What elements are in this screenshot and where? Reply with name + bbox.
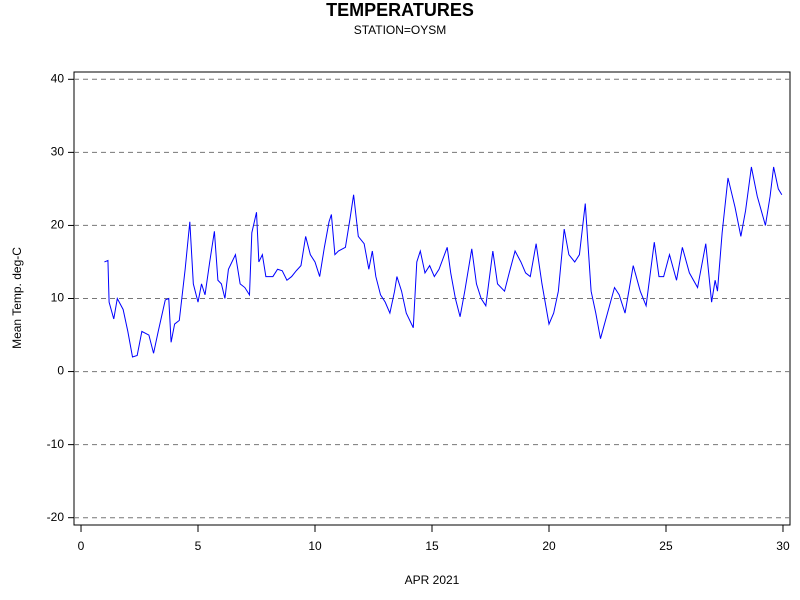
y-tick-label: 30 [51,145,65,159]
x-tick-label: 5 [195,539,202,553]
y-tick-label: 0 [57,364,64,378]
y-tick-label: -10 [47,437,65,451]
y-tick-label: -20 [47,510,65,524]
y-tick-label: 20 [51,218,65,232]
y-axis-label: Mean Temp. deg-C [10,247,24,349]
chart-subtitle: STATION=OYSM [354,23,447,37]
chart-title: TEMPERATURES [326,0,474,20]
x-tick-label: 20 [542,539,556,553]
y-tick-label: 10 [51,291,65,305]
x-axis-label: APR 2021 [405,573,460,587]
x-tick-label: 25 [659,539,673,553]
x-tick-label: 10 [308,539,322,553]
x-tick-label: 30 [776,539,790,553]
x-tick-label: 15 [425,539,439,553]
y-tick-label: 40 [51,71,65,85]
x-tick-label: 0 [78,539,85,553]
data-line [104,166,783,358]
